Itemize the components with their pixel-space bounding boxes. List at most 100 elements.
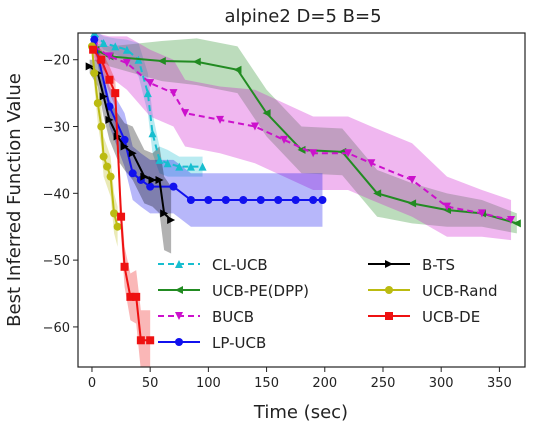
point-lp-ucb [120,135,129,144]
point-ucb-rand [110,209,119,218]
point-b-ts [128,149,137,158]
point-ucb-rand [90,69,99,78]
point-bucb [408,175,417,184]
band-ucb-pe-dpp [95,38,517,234]
line-lp-ucb [93,39,323,201]
point-b-ts [148,175,157,184]
point-cl-ucb [122,45,131,54]
point-lp-ucb [146,182,155,191]
point-bucb [169,89,178,98]
y-axis-ticks: −20 −30 −40 −50 −60 [43,54,78,336]
point-cl-ucb [148,129,157,138]
point-bucb [309,149,318,158]
line-ucb-de [92,49,151,342]
legend-label-ucb-de: UCB-DE [422,308,480,326]
legend-label-ucb-pe-dpp: UCB-PE(DPP) [212,282,309,300]
point-bucb [443,202,452,211]
point-b-ts [105,115,114,124]
legend-label-bucb: BUCB [212,308,254,326]
point-ucb-pe-dpp [512,219,521,228]
legend-label-b-ts: B-TS [422,256,455,274]
point-lp-ucb [221,196,230,204]
point-bucb [181,109,190,118]
point-bucb [367,159,376,168]
point-lp-ucb [186,196,195,204]
line-bucb [93,45,512,222]
band-cl-ucb [94,33,203,177]
point-lp-ucb [318,196,327,204]
legend-marker-ucb-pe-dpp [175,286,183,294]
point-ucb-rand [106,172,115,181]
point-bucb [216,115,225,124]
point-ucb-pe-dpp [157,57,166,66]
legend-marker-lp-ucb [175,338,183,346]
point-ucb-rand [99,152,108,161]
point-b-ts [160,209,169,218]
legend-marker-ucb-de [385,312,393,320]
x-tick-label: 300 [429,376,454,391]
x-tick-label: 200 [312,376,337,391]
point-ucb-pe-dpp [233,65,242,74]
point-cl-ucb [186,162,195,171]
point-b-ts [155,175,164,184]
series-lines [85,33,521,345]
point-bucb [344,149,353,158]
point-cl-ucb [143,89,152,98]
point-lp-ucb [274,196,283,204]
point-lp-ucb [204,196,213,204]
point-ucb-de [132,292,141,301]
y-tick-label: −30 [43,121,70,136]
point-bucb [477,209,486,218]
x-tick-label: 250 [371,376,396,391]
chart-title: alpine2 D=5 B=5 [224,6,381,27]
point-ucb-pe-dpp [408,199,417,208]
line-b-ts [89,65,172,221]
point-cl-ucb [175,162,184,171]
legend-marker-b-ts [385,260,393,268]
point-ucb-rand [113,222,122,231]
point-bucb [250,122,259,131]
point-b-ts [140,172,149,181]
point-ucb-de [105,75,114,84]
y-tick-label: −60 [43,321,70,336]
x-tick-label: 0 [88,376,96,391]
point-ucb-rand [97,122,106,131]
point-lp-ucb [169,182,178,191]
point-ucb-de [126,292,135,301]
point-ucb-de [136,336,145,345]
point-ucb-de [117,212,126,221]
point-ucb-pe-dpp [262,109,271,118]
point-bucb [105,52,114,61]
legend-label-lp-ucb: LP-UCB [212,334,266,352]
point-cl-ucb [155,155,164,164]
x-axis-label: Time (sec) [253,402,348,423]
point-cl-ucb [198,162,207,171]
point-cl-ucb [99,39,108,48]
point-ucb-pe-dpp [373,189,382,198]
point-lp-ucb [256,196,265,204]
point-b-ts [120,142,129,151]
point-ucb-de [120,262,129,271]
legend-marker-ucb-rand [385,286,393,294]
point-cl-ucb [163,159,172,168]
x-tick-label: 150 [254,376,279,391]
point-cl-ucb [111,42,120,51]
x-tick-label: 100 [196,376,221,391]
point-ucb-pe-dpp [192,57,201,66]
point-lp-ucb [309,196,318,204]
band-ucb-rand [91,39,118,247]
y-tick-label: −40 [43,187,70,202]
point-bucb [122,59,131,68]
band-ucb-de [93,43,151,367]
point-ucb-de [111,89,120,98]
y-axis-label: Best Inferred Function Value [4,73,25,327]
point-b-ts [85,62,94,71]
point-ucb-rand [103,162,112,171]
legend-marker-bucb [175,312,183,320]
point-bucb [146,79,155,88]
x-tick-label: 350 [487,376,512,391]
legend: CL-UCB UCB-PE(DPP) BUCB LP-UCB B-TS UCB-Rand U… [158,256,497,352]
point-bucb [280,135,289,144]
point-lp-ucb [128,169,137,178]
